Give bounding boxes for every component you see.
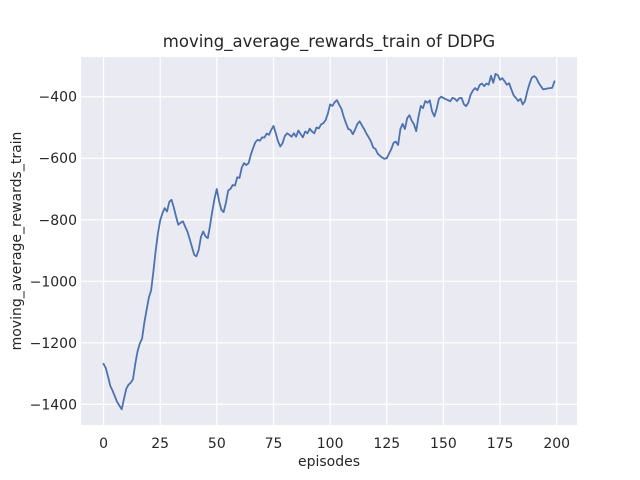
x-axis-label: episodes	[298, 454, 360, 470]
y-tick-labels: −400 −600 −800 −1000 −1200 −1400	[30, 90, 77, 414]
gridlines	[81, 57, 577, 425]
x-tick-labels: 0 25 50 75 100 125 150 175 200	[99, 436, 570, 452]
plot-area	[81, 57, 577, 425]
x-tick-label: 50	[208, 436, 226, 452]
x-tick-label: 150	[430, 436, 457, 452]
x-tick-label: 75	[265, 436, 283, 452]
y-tick-label: −1000	[30, 274, 77, 290]
y-axis-label: moving_average_rewards_train	[9, 132, 25, 351]
x-tick-label: 200	[543, 436, 570, 452]
x-tick-label: 100	[317, 436, 344, 452]
x-tick-label: 175	[487, 436, 514, 452]
x-tick-label: 125	[373, 436, 400, 452]
x-tick-label: 0	[99, 436, 108, 452]
chart-title: moving_average_rewards_train of DDPG	[163, 32, 495, 52]
x-tick-label: 25	[151, 436, 169, 452]
y-tick-label: −800	[39, 213, 77, 229]
y-tick-label: −1400	[30, 397, 77, 413]
y-tick-label: −400	[39, 90, 77, 106]
y-tick-label: −600	[39, 151, 77, 167]
ddpg-reward-line	[102, 73, 556, 411]
y-tick-label: −1200	[30, 336, 77, 352]
